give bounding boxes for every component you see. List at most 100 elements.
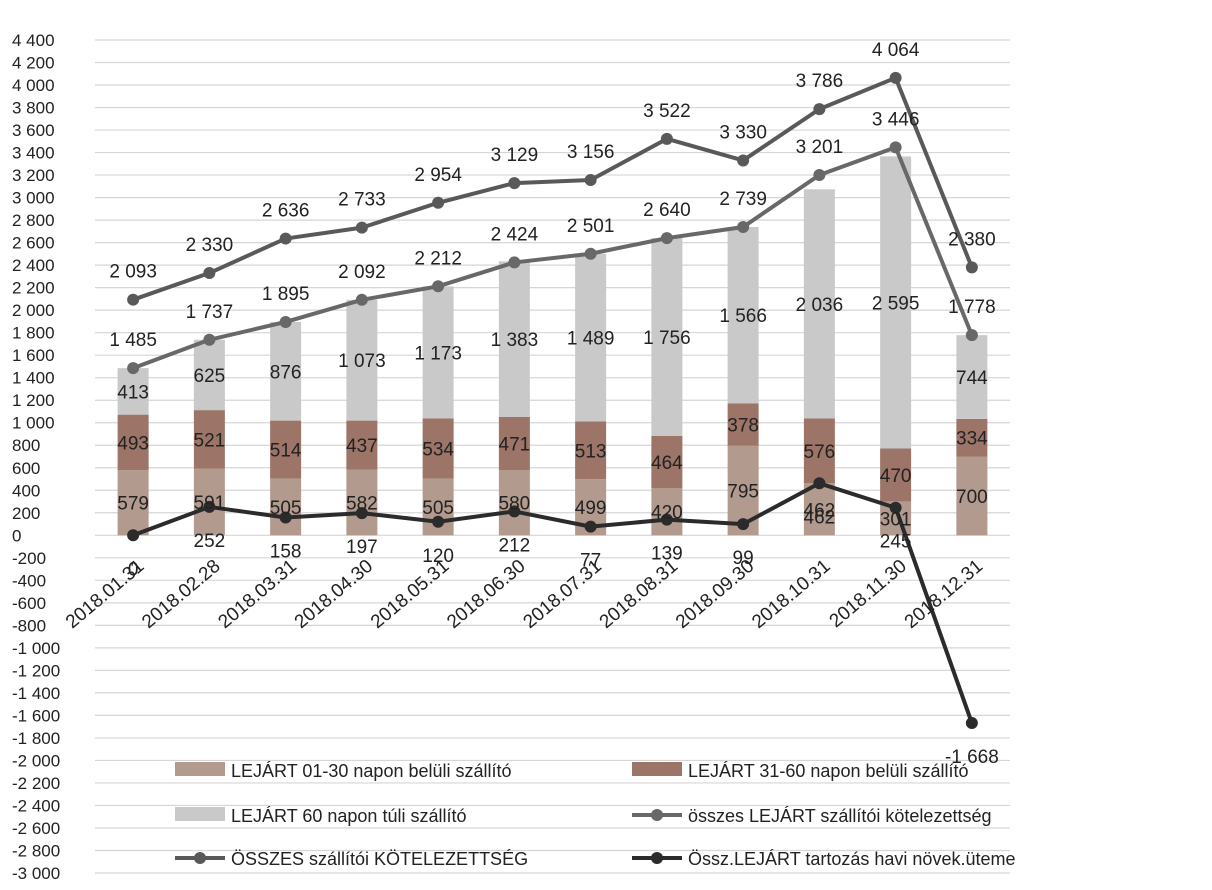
y-tick-label: -3 000 xyxy=(12,864,60,883)
line-data-label: 3 129 xyxy=(491,145,539,166)
bar-segment xyxy=(880,448,912,502)
y-tick-label: 800 xyxy=(12,436,40,455)
line-point xyxy=(737,220,750,233)
line-point xyxy=(508,177,521,190)
line-data-label: 3 786 xyxy=(796,71,844,92)
x-tick-label: 2018.03.31 xyxy=(214,556,300,633)
line-data-label: 2 640 xyxy=(643,200,691,221)
bar-data-label: 1 383 xyxy=(491,330,539,351)
bar-segment xyxy=(575,421,607,480)
y-tick-label: 4 200 xyxy=(12,54,55,73)
bar-segment xyxy=(346,299,378,421)
y-tick-label: -800 xyxy=(12,616,46,635)
x-tick-label: 2018.10.31 xyxy=(748,556,834,633)
bar-data-label: 1 566 xyxy=(719,306,767,327)
line-data-label: 4 064 xyxy=(872,40,920,61)
bar-data-label: 876 xyxy=(270,362,302,383)
y-tick-label: 4 400 xyxy=(12,31,55,50)
line-data-label: 2 093 xyxy=(109,262,157,283)
bar-data-label: 505 xyxy=(270,498,302,519)
y-tick-label: 3 800 xyxy=(12,99,55,118)
bar-segment xyxy=(193,410,225,469)
line-data-label: 2 636 xyxy=(262,201,310,222)
bar-data-label: 625 xyxy=(194,366,226,387)
bar-segment xyxy=(270,420,302,479)
y-tick-label: -200 xyxy=(12,549,46,568)
bar-segment xyxy=(727,403,759,446)
bar-data-label: 2 036 xyxy=(796,295,844,316)
y-tick-label: 1 600 xyxy=(12,346,55,365)
bar-data-label: 1 489 xyxy=(567,329,615,350)
line-data-label: 2 330 xyxy=(186,235,234,256)
bar-data-label: 1 756 xyxy=(643,328,691,349)
line-point xyxy=(813,477,826,490)
line-data-label: 252 xyxy=(194,531,226,552)
y-tick-label: 1 400 xyxy=(12,369,55,388)
line-point xyxy=(355,507,368,520)
line-point xyxy=(584,520,597,533)
y-axis-tick-labels: 4 400 4 200 4 000 3 800 3 600 3 400 3 200 3 000… xyxy=(12,31,60,883)
line-point xyxy=(584,247,597,260)
line-point xyxy=(813,103,826,116)
bar-segment xyxy=(422,286,454,419)
bar-data-label: 521 xyxy=(194,430,226,451)
line-point xyxy=(279,232,292,245)
line-data-label: 2 739 xyxy=(719,189,767,210)
bar-segment xyxy=(346,469,378,536)
line-data-label: 3 330 xyxy=(719,122,767,143)
line-series xyxy=(132,481,974,724)
line-point xyxy=(127,362,140,375)
data-labels: 579 493 413 591 521 625 505 514 876 582 437 1 073 50… xyxy=(109,40,998,768)
bar-data-label: 499 xyxy=(575,498,607,519)
x-tick-label: 2018.01.31 xyxy=(62,556,148,633)
x-tick-label: 2018.09.30 xyxy=(672,556,758,633)
line-point xyxy=(965,717,978,730)
y-tick-label: 2 600 xyxy=(12,234,55,253)
line-point xyxy=(965,261,978,274)
line-data-label: 2 954 xyxy=(414,165,462,186)
x-tick-label: 2018.07.31 xyxy=(519,556,605,633)
bar-segment xyxy=(498,416,530,471)
line-data-label: 2 212 xyxy=(414,248,462,269)
line-data-label: 99 xyxy=(733,548,754,569)
y-tick-label: 400 xyxy=(12,481,40,500)
line-point xyxy=(584,174,597,187)
y-tick-label: 3 200 xyxy=(12,166,55,185)
bar-segment xyxy=(956,335,988,419)
y-tick-label: 2 400 xyxy=(12,256,55,275)
bar-data-label: 1 073 xyxy=(338,351,386,372)
bar-data-label: 413 xyxy=(117,382,149,403)
y-tick-label: 200 xyxy=(12,504,40,523)
y-tick-label: 1 200 xyxy=(12,391,55,410)
bar-data-label: 580 xyxy=(499,494,531,515)
line-point xyxy=(660,513,673,526)
line-point xyxy=(889,71,902,84)
y-tick-label: -1 000 xyxy=(12,639,60,658)
bar-segment xyxy=(193,339,225,411)
y-tick-label: 3 400 xyxy=(12,144,55,163)
line-point xyxy=(737,518,750,531)
bar-data-label: 301 xyxy=(880,509,912,530)
line-point xyxy=(660,232,673,245)
y-tick-label: 0 xyxy=(12,526,21,545)
bar-segment xyxy=(803,483,835,536)
line-point xyxy=(432,280,445,293)
bar-segment xyxy=(803,418,835,484)
line-point xyxy=(203,333,216,346)
legend-marker xyxy=(651,852,663,864)
line-data-label: 3 446 xyxy=(872,109,920,130)
legend-label: LEJÁRT 01-30 napon belüli szállító xyxy=(231,761,512,781)
line-point xyxy=(127,529,140,542)
y-tick-label: -1 200 xyxy=(12,661,60,680)
bar-data-label: 579 xyxy=(117,494,149,515)
bar-data-label: 576 xyxy=(804,442,836,463)
bar-segment xyxy=(117,470,149,536)
line-series xyxy=(132,75,974,302)
y-tick-label: -1 400 xyxy=(12,684,60,703)
line-point xyxy=(965,329,978,342)
bar-data-label: 582 xyxy=(346,494,378,515)
x-axis-tick-labels: 2018.01.312018.02.282018.03.312018.04.30… xyxy=(62,556,987,633)
y-tick-label: -600 xyxy=(12,594,46,613)
legend-swatch xyxy=(175,762,225,776)
